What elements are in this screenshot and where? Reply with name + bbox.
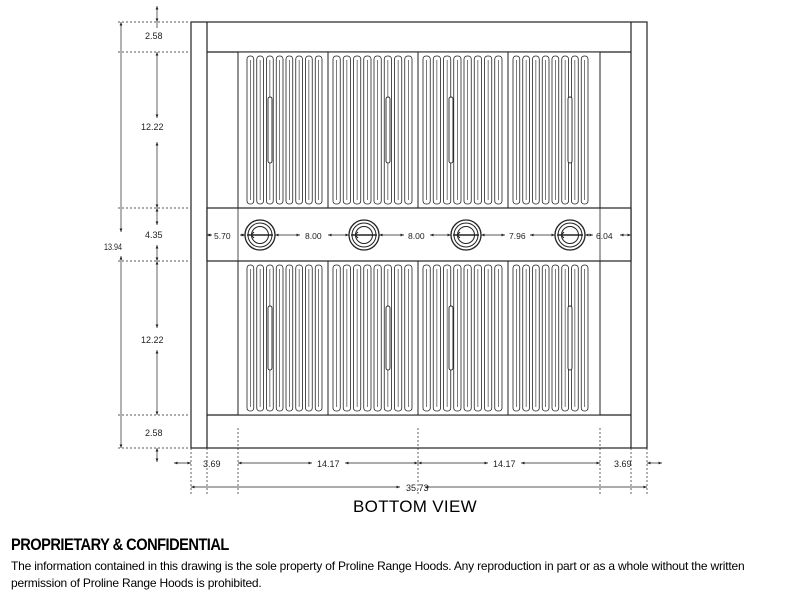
filter-handle xyxy=(567,96,573,164)
light-fixtures xyxy=(244,219,586,251)
baffle-filter xyxy=(417,51,509,209)
baffle-filter xyxy=(327,260,419,416)
filter-handle xyxy=(448,96,454,164)
dim-left-side: 3.69 xyxy=(203,459,221,469)
baffle-filter xyxy=(237,51,329,209)
filter-handle xyxy=(385,305,391,371)
dim-light-spacing-4: 7.96 xyxy=(509,231,526,241)
dim-light-strip-depth: 4.35 xyxy=(145,230,163,240)
light-fixture xyxy=(450,219,482,251)
dim-top-frame: 2.58 xyxy=(145,31,163,41)
dim-lower-filter: 12.22 xyxy=(141,335,164,345)
dim-light-spacing-3: 8.00 xyxy=(408,231,425,241)
filter-handle xyxy=(567,305,573,371)
baffle-filter xyxy=(327,51,419,209)
light-fixture xyxy=(244,219,276,251)
dim-bottom-frame: 2.58 xyxy=(145,428,163,438)
dim-light-spacing-1: 5.70 xyxy=(214,231,231,241)
dim-left-filter-width: 14.17 xyxy=(317,459,340,469)
filter-handle xyxy=(267,305,273,371)
dim-upper-filter: 12.22 xyxy=(141,122,164,132)
dim-light-spacing-5: 6.04 xyxy=(596,231,613,241)
light-fixture xyxy=(554,219,586,251)
baffle-filter xyxy=(237,260,329,416)
filter-handle xyxy=(448,305,454,371)
dim-right-side: 3.69 xyxy=(614,459,632,469)
dim-light-spacing-2: 8.00 xyxy=(305,231,322,241)
baffle-filter xyxy=(507,260,601,416)
dim-overall-width: 35.73 xyxy=(406,483,429,493)
dimension-lines xyxy=(118,6,662,495)
view-title: BOTTOM VIEW xyxy=(353,497,477,516)
filter-handle xyxy=(267,96,273,164)
baffle-filter xyxy=(417,260,509,416)
bottom-view-drawing: 2.58 12.22 4.35 12.22 2.58 13.94 3.69 14… xyxy=(104,6,662,495)
baffle-filter xyxy=(507,51,601,209)
baffle-filters xyxy=(237,51,601,416)
dim-right-filter-width: 14.17 xyxy=(493,459,516,469)
confidential-heading: PROPRIETARY & CONFIDENTIAL xyxy=(11,535,229,554)
filter-handle xyxy=(385,96,391,164)
dim-overall-depth: 13.94 xyxy=(104,242,122,252)
light-fixture xyxy=(348,219,380,251)
confidential-notice: The information contained in this drawin… xyxy=(11,559,745,590)
